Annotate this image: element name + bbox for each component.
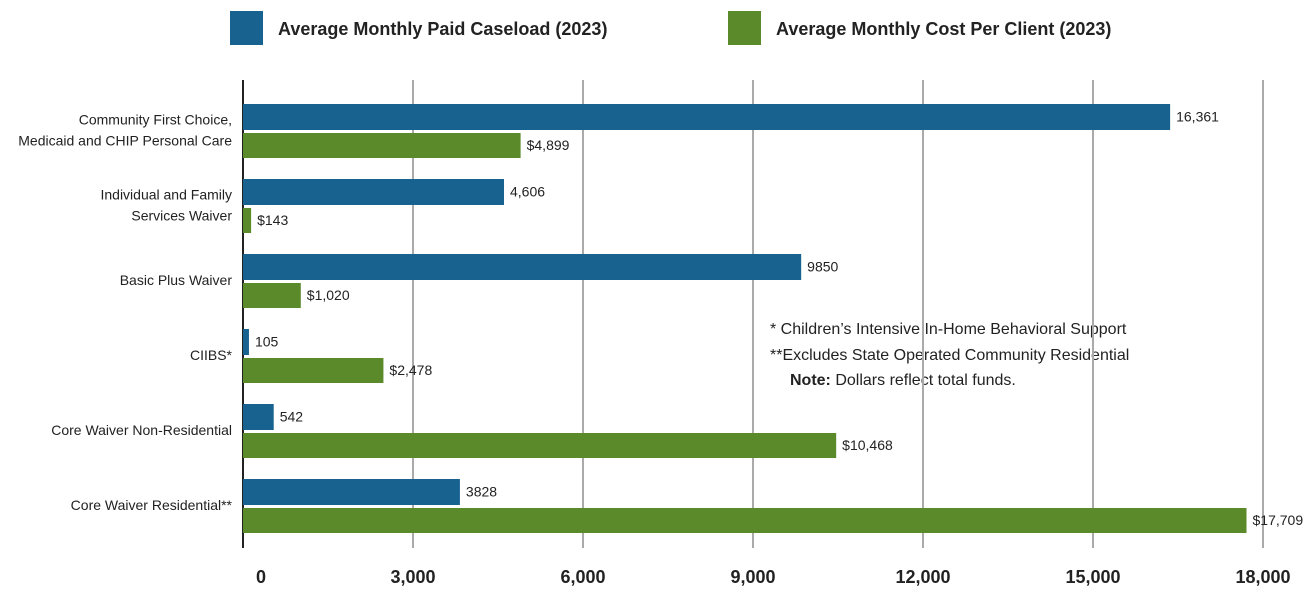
label-line: Basic Plus Waiver bbox=[120, 272, 233, 288]
x-tick-label: 9,000 bbox=[730, 567, 775, 587]
bar bbox=[243, 358, 384, 383]
bar bbox=[243, 283, 301, 308]
bar bbox=[243, 254, 802, 280]
value-label: 9850 bbox=[807, 259, 838, 275]
value-label: $10,468 bbox=[842, 437, 893, 453]
value-label: $143 bbox=[257, 212, 288, 228]
legend-label: Average Monthly Paid Caseload (2023) bbox=[278, 19, 607, 39]
bar bbox=[243, 404, 274, 430]
value-label: 3828 bbox=[466, 484, 497, 500]
value-label: 105 bbox=[255, 334, 279, 350]
x-tick-label: 12,000 bbox=[895, 567, 950, 587]
value-label: 4,606 bbox=[510, 184, 545, 200]
note-text: Dollars reflect total funds. bbox=[835, 372, 1016, 389]
x-tick-label: 15,000 bbox=[1065, 567, 1120, 587]
bar bbox=[243, 329, 249, 355]
y-tick-label: Individual and Family Services Waiver bbox=[100, 186, 232, 223]
y-tick-label: Basic Plus Waiver bbox=[120, 272, 233, 288]
x-tick-label: 3,000 bbox=[390, 567, 435, 587]
x-tick-label: 0 bbox=[256, 567, 266, 587]
label-line: CIIBS* bbox=[190, 347, 233, 363]
note: * Children’s Intensive In-Home Behaviora… bbox=[770, 321, 1127, 338]
label-line: Core Waiver Residential** bbox=[71, 497, 233, 513]
bar bbox=[243, 433, 837, 458]
label-line: Core Waiver Non-Residential bbox=[51, 422, 232, 438]
y-tick-label: CIIBS* bbox=[190, 347, 233, 363]
value-label: 542 bbox=[280, 409, 304, 425]
legend-swatch bbox=[728, 11, 761, 45]
bar bbox=[243, 508, 1247, 533]
legend-swatch bbox=[230, 11, 263, 45]
x-tick-label: 6,000 bbox=[560, 567, 605, 587]
value-label: $17,709 bbox=[1253, 512, 1304, 528]
y-tick-label: Core Waiver Non-Residential bbox=[51, 422, 232, 438]
y-tick-label: Core Waiver Residential** bbox=[71, 497, 233, 513]
label-line: Medicaid and CHIP Personal Care bbox=[18, 132, 232, 148]
y-tick-label: Community First Choice, Medicaid and CHIP… bbox=[18, 111, 232, 148]
label-line: Individual and Family bbox=[100, 186, 232, 202]
bar bbox=[243, 479, 460, 505]
note: **Excludes State Operated Community Resi… bbox=[770, 347, 1129, 364]
x-tick-label: 18,000 bbox=[1235, 567, 1290, 587]
legend-label: Average Monthly Cost Per Client (2023) bbox=[776, 19, 1111, 39]
bar bbox=[243, 179, 505, 205]
label-line: Services Waiver bbox=[131, 207, 232, 223]
bar bbox=[243, 208, 252, 233]
value-label: 16,361 bbox=[1176, 109, 1219, 125]
label-line: Community First Choice, bbox=[79, 111, 232, 127]
bar bbox=[243, 104, 1171, 130]
value-label: $2,478 bbox=[389, 362, 432, 378]
note: Note: Dollars reflect total funds. bbox=[790, 372, 1016, 389]
bar bbox=[243, 133, 521, 158]
note-label: Note: bbox=[790, 372, 831, 389]
value-label: $1,020 bbox=[307, 287, 350, 303]
value-label: $4,899 bbox=[527, 137, 570, 153]
